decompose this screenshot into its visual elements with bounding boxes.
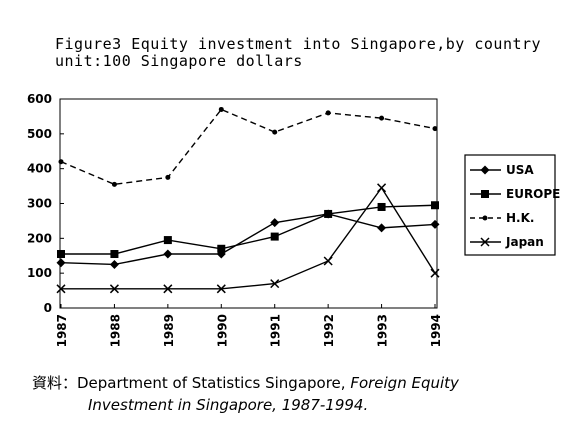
cross-stroke xyxy=(377,183,387,193)
chart-legend: USA EUROPE H.K. Japan xyxy=(464,154,560,256)
cross-stroke xyxy=(323,256,333,266)
y-tick-label: 400 xyxy=(27,162,52,176)
data-point-japan xyxy=(56,284,66,294)
data-point-europe xyxy=(110,250,119,259)
chart-series xyxy=(56,106,440,294)
data-point-europe xyxy=(324,209,333,218)
x-tick-label: 1987 xyxy=(55,314,69,347)
y-tick-label: 200 xyxy=(27,231,52,245)
x-tick-label: 1991 xyxy=(269,314,283,347)
chart-ticks: 0 100 200 300 400 500 600 1987 1988 1989 1990 1991 1… xyxy=(27,92,443,347)
source-prefix: 資料：Department of Statistics Singapore, xyxy=(32,374,351,392)
series-line-europe xyxy=(61,204,436,255)
data-point-usa xyxy=(270,218,280,228)
data-point-usa xyxy=(377,223,387,233)
legend-box xyxy=(464,154,556,256)
data-point-europe xyxy=(377,202,386,211)
cross-stroke xyxy=(216,284,226,294)
x-tick-label: 1992 xyxy=(322,314,336,347)
legend-item-europe: EUROPE xyxy=(470,187,560,201)
data-point-h-k xyxy=(325,110,331,116)
data-point-japan xyxy=(163,284,173,294)
legend-marker-europe xyxy=(481,190,489,198)
data-point-europe xyxy=(163,236,172,245)
legend-label-europe: EUROPE xyxy=(506,187,560,201)
y-tick-label: 0 xyxy=(44,301,52,315)
x-tick-label: 1988 xyxy=(108,314,122,347)
series-europe xyxy=(57,201,439,259)
data-point-europe xyxy=(270,232,279,241)
legend-item-japan: Japan xyxy=(470,235,544,249)
legend-marker-japan xyxy=(480,237,490,247)
series-usa xyxy=(56,209,440,269)
data-point-japan xyxy=(109,284,119,294)
chart-title: Figure3 Equity investment into Singapore… xyxy=(55,35,542,53)
data-point-japan xyxy=(323,256,333,266)
data-point-europe xyxy=(217,244,226,253)
series-line-usa xyxy=(60,213,436,266)
y-tick-label: 500 xyxy=(27,127,52,141)
series-line-japan xyxy=(61,186,436,290)
data-point-usa xyxy=(56,258,66,268)
x-tick-label: 1994 xyxy=(429,314,443,347)
x-tick-label: 1990 xyxy=(215,314,229,347)
cross-stroke xyxy=(270,279,280,289)
data-point-h-k xyxy=(111,181,117,187)
data-point-europe xyxy=(57,250,65,259)
series-h-k xyxy=(58,106,438,187)
chart-subtitle: unit:100 Singapore dollars xyxy=(55,52,303,70)
data-point-h-k xyxy=(58,159,64,165)
y-tick-label: 600 xyxy=(27,92,52,106)
x-tick-label: 1993 xyxy=(376,314,390,347)
data-point-japan xyxy=(216,284,226,294)
cross-stroke xyxy=(430,268,440,278)
data-point-europe xyxy=(431,201,439,210)
cross-stroke xyxy=(56,284,66,294)
legend-item-usa: USA xyxy=(470,163,534,177)
source-note: 資料：Department of Statistics Singapore, F… xyxy=(32,372,459,416)
legend-marker-usa xyxy=(480,165,490,175)
data-point-h-k xyxy=(218,106,224,112)
data-point-h-k xyxy=(272,129,278,135)
x-tick-label: 1989 xyxy=(162,314,176,347)
source-title-part2: Investment in Singapore, 1987-1994. xyxy=(88,396,369,414)
series-line-h-k xyxy=(60,108,436,186)
legend-label-japan: Japan xyxy=(505,235,544,249)
legend-marker-h-k xyxy=(482,215,488,221)
data-point-usa xyxy=(109,259,119,269)
data-point-usa xyxy=(163,249,173,259)
data-point-japan xyxy=(377,183,387,193)
legend-label-usa: USA xyxy=(506,163,534,177)
cross-stroke xyxy=(480,237,490,247)
y-tick-label: 300 xyxy=(27,197,52,211)
data-point-usa xyxy=(430,219,440,229)
chart-title-block: Figure3 Equity investment into Singapore… xyxy=(55,36,541,70)
data-point-h-k xyxy=(432,126,438,132)
legend-item-h-k: H.K. xyxy=(470,211,534,225)
cross-stroke xyxy=(163,284,173,294)
cross-stroke xyxy=(109,284,119,294)
y-tick-label: 100 xyxy=(27,266,52,280)
legend-label-h-k: H.K. xyxy=(506,211,534,225)
source-title-part1: Foreign Equity xyxy=(350,374,459,392)
data-point-h-k xyxy=(379,115,385,121)
data-point-h-k xyxy=(165,174,171,180)
data-point-japan xyxy=(430,268,440,278)
series-japan xyxy=(56,183,440,294)
data-point-japan xyxy=(270,279,280,289)
